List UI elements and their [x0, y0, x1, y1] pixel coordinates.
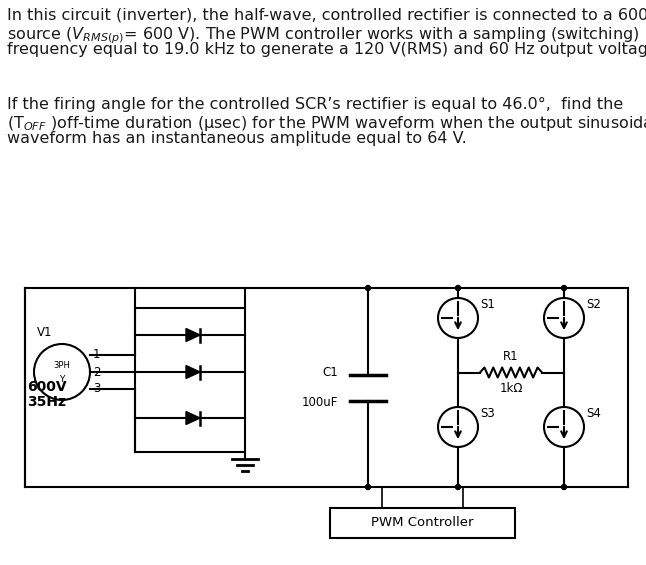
- Text: Y: Y: [59, 375, 65, 384]
- Text: 35Hz: 35Hz: [27, 395, 66, 409]
- Text: S1: S1: [480, 298, 495, 311]
- Circle shape: [561, 285, 567, 290]
- Text: R1: R1: [503, 350, 519, 363]
- Text: 1: 1: [93, 349, 101, 362]
- Text: 3: 3: [93, 383, 100, 396]
- Circle shape: [366, 485, 371, 489]
- Text: V1: V1: [37, 326, 52, 339]
- Bar: [135, 308, 245, 452]
- Bar: [330, 508, 515, 538]
- Text: If the firing angle for the controlled SCR’s rectifier is equal to 46.0°,  find : If the firing angle for the controlled S…: [7, 97, 623, 112]
- Text: 600V: 600V: [27, 380, 67, 394]
- Text: waveform has an instantaneous amplitude equal to 64 V.: waveform has an instantaneous amplitude …: [7, 131, 467, 146]
- Text: C1: C1: [322, 367, 338, 380]
- Polygon shape: [186, 328, 200, 341]
- Text: 1kΩ: 1kΩ: [499, 383, 523, 396]
- Text: frequency equal to 19.0 kHz to generate a 120 V(RMS) and 60 Hz output voltage.: frequency equal to 19.0 kHz to generate …: [7, 42, 646, 57]
- Circle shape: [455, 485, 461, 489]
- Text: (T$_{OFF}$ )off-time duration (μsec) for the PWM waveform when the output sinuso: (T$_{OFF}$ )off-time duration (μsec) for…: [7, 114, 646, 133]
- Text: 3PH: 3PH: [54, 362, 70, 371]
- Circle shape: [455, 285, 461, 290]
- Text: S4: S4: [586, 407, 601, 420]
- Text: S3: S3: [480, 407, 495, 420]
- Circle shape: [561, 485, 567, 489]
- Text: source ($V_{RMS(p)}$= 600 V). The PWM controller works with a sampling (switchin: source ($V_{RMS(p)}$= 600 V). The PWM co…: [7, 25, 640, 46]
- Text: S2: S2: [586, 298, 601, 311]
- Polygon shape: [186, 411, 200, 424]
- Text: In this circuit (inverter), the half-wave, controlled rectifier is connected to : In this circuit (inverter), the half-wav…: [7, 8, 646, 23]
- Circle shape: [366, 285, 371, 290]
- Text: 2: 2: [93, 366, 101, 379]
- Text: PWM Controller: PWM Controller: [371, 516, 474, 529]
- Text: 100uF: 100uF: [302, 396, 338, 408]
- Polygon shape: [186, 366, 200, 379]
